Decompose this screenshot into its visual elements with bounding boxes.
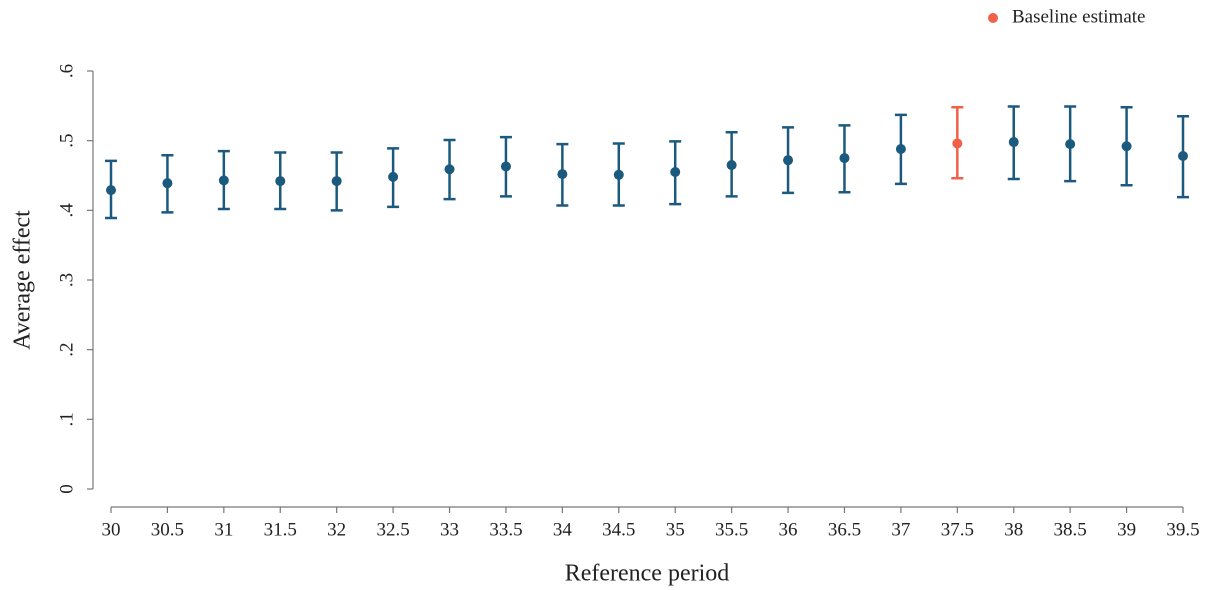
point (1178, 150, 1188, 161)
point (1008, 137, 1019, 148)
point (1065, 139, 1076, 150)
point (218, 175, 229, 186)
point (162, 178, 173, 189)
y-tick-label: .3 (56, 273, 77, 287)
point (557, 169, 568, 180)
x-tick-label: 34 (553, 519, 573, 540)
y-tick-label: .5 (56, 134, 77, 148)
x-tick-label: 39.5 (1166, 519, 1199, 540)
point (895, 144, 906, 155)
x-tick-label: 39 (1117, 519, 1136, 540)
y-tick-label: .6 (56, 64, 77, 78)
x-tick-label: 31 (214, 519, 233, 540)
x-tick-label: 32 (327, 519, 346, 540)
x-tick-label: 34.5 (602, 519, 635, 540)
x-tick-label: 35.5 (715, 519, 748, 540)
point (1121, 141, 1132, 152)
x-tick-label: 38.5 (1054, 519, 1087, 540)
y-tick-label: 0 (56, 484, 77, 494)
x-tick-label: 37.5 (941, 519, 974, 540)
legend-marker (988, 13, 998, 23)
x-tick-label: 30 (102, 519, 121, 540)
x-tick-label: 37 (891, 519, 910, 540)
y-axis-title: Average effect (10, 210, 36, 350)
legend-label: Baseline estimate (1012, 6, 1145, 27)
point (275, 176, 286, 187)
point (331, 176, 342, 187)
y-tick-label: .2 (56, 343, 77, 357)
x-tick-label: 31.5 (264, 519, 297, 540)
y-tick-label: .4 (56, 203, 77, 218)
point (726, 160, 737, 171)
point (444, 164, 455, 175)
x-tick-label: 33 (440, 519, 459, 540)
x-axis-title: Reference period (565, 561, 730, 587)
x-tick-label: 32.5 (376, 519, 409, 540)
y-tick-label: .1 (56, 412, 77, 426)
point (500, 161, 511, 172)
x-tick-label: 38 (1004, 519, 1023, 540)
point (388, 171, 399, 182)
x-tick-label: 35 (666, 519, 685, 540)
point (106, 185, 116, 196)
x-tick-label: 33.5 (489, 519, 522, 540)
point (952, 138, 963, 149)
x-tick-label: 36 (779, 519, 798, 540)
x-tick-label: 36.5 (828, 519, 861, 540)
point (670, 167, 681, 178)
point (613, 169, 624, 180)
point (839, 153, 850, 164)
point (783, 155, 794, 166)
x-tick-label: 30.5 (151, 519, 184, 540)
